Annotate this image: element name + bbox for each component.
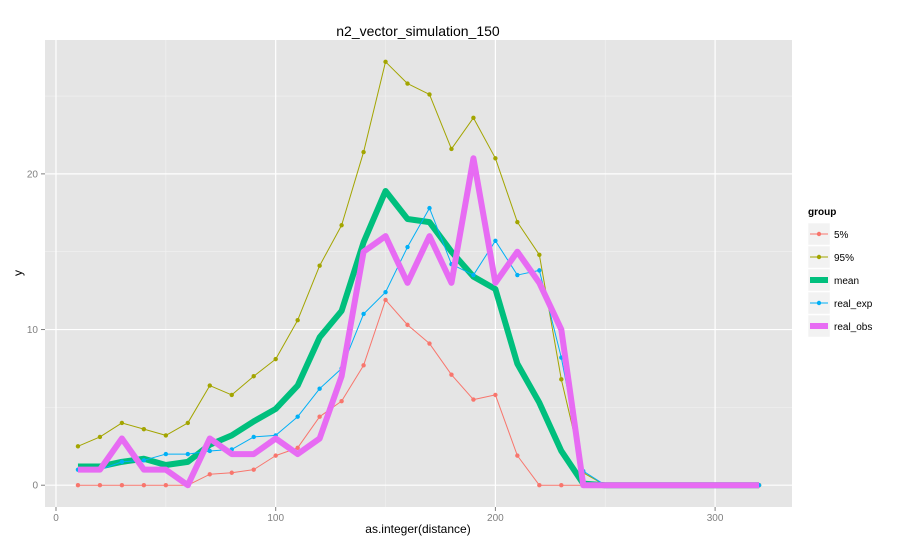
data-point-95-	[427, 92, 432, 97]
data-point-5-	[405, 322, 410, 328]
data-point-5-	[295, 445, 300, 451]
data-point-real-exp	[207, 448, 212, 454]
data-point-5-	[537, 483, 542, 488]
legend-label-mean: mean	[834, 276, 859, 287]
plot-background	[45, 40, 792, 507]
y-tick-label: 0	[32, 481, 38, 492]
data-point-5-	[141, 483, 147, 488]
data-point-95-	[559, 377, 564, 382]
data-point-5-	[515, 453, 520, 458]
y-tick-label: 20	[27, 169, 39, 180]
data-point-real-exp	[185, 451, 191, 457]
data-point-95-	[251, 374, 256, 379]
data-point-real-exp	[405, 244, 410, 250]
data-point-real-exp	[317, 386, 322, 391]
x-tick-label: 0	[53, 513, 59, 524]
data-point-95-	[537, 252, 542, 258]
legend-label-5-: 5%	[834, 230, 849, 241]
data-point-95-	[471, 115, 476, 121]
data-point-5-	[163, 483, 169, 488]
series-line-real-obs	[77, 155, 760, 489]
data-point-95-	[97, 434, 103, 440]
data-point-5-	[97, 483, 103, 488]
data-point-95-	[185, 420, 191, 426]
data-point-5-	[449, 372, 454, 377]
data-point-real-exp	[141, 458, 147, 463]
legend-item-mean: mean	[807, 268, 859, 292]
data-point-95-	[317, 263, 322, 268]
legend-item-95-: 95%	[807, 245, 854, 269]
data-point-real-exp	[295, 414, 300, 419]
legend-label-real-exp: real_exp	[834, 299, 873, 310]
data-point-95-	[163, 433, 169, 438]
data-point-5-	[339, 398, 344, 404]
data-point-real-exp	[537, 268, 542, 273]
x-tick-label: 200	[487, 513, 504, 524]
chart-title: n2_vector_simulation_150	[336, 23, 500, 39]
data-point-95-	[383, 59, 388, 64]
legend-item-5-: 5%	[807, 222, 849, 246]
data-point-5-	[427, 341, 432, 346]
data-point-real-exp	[251, 434, 256, 440]
minor-grid	[45, 40, 792, 507]
data-point-95-	[273, 356, 278, 362]
y-axis: 0 10 20	[27, 169, 45, 492]
x-axis: 0 100 200 300	[53, 507, 724, 524]
data-point-5-	[493, 392, 498, 398]
data-point-95-	[339, 223, 344, 228]
y-axis-title: y	[11, 270, 25, 276]
data-point-95-	[515, 219, 520, 225]
data-point-real-exp	[471, 272, 476, 278]
legend-point-95-	[816, 254, 822, 260]
data-point-5-	[207, 472, 212, 477]
data-point-5-	[383, 297, 388, 303]
data-point-real-exp	[427, 205, 432, 211]
data-point-95-	[119, 420, 125, 426]
data-point-5-	[251, 467, 256, 472]
legend-title: group	[808, 207, 836, 218]
y-tick-label: 10	[27, 325, 39, 336]
data-point-real-exp	[493, 238, 498, 244]
legend-item-real-obs: real_obs	[807, 314, 872, 338]
legend-label-real-obs: real_obs	[834, 322, 872, 333]
data-point-real-exp	[163, 451, 169, 457]
data-point-5-	[317, 414, 322, 419]
x-tick-label: 100	[267, 513, 284, 524]
data-point-5-	[471, 397, 476, 402]
data-point-95-	[75, 444, 81, 449]
data-point-95-	[229, 392, 234, 398]
legend-point-real-exp	[816, 300, 822, 306]
x-tick-label: 300	[707, 513, 724, 524]
data-point-95-	[141, 426, 147, 432]
legend: group 5% 95% mean real_exp real_obs	[807, 207, 873, 338]
data-point-95-	[295, 318, 300, 323]
legend-label-95-: 95%	[834, 253, 854, 264]
data-point-95-	[207, 383, 212, 388]
data-point-95-	[405, 81, 410, 86]
data-point-5-	[361, 363, 366, 368]
data-point-95-	[449, 146, 454, 152]
data-point-real-exp	[515, 272, 520, 278]
legend-point-5-	[816, 231, 822, 237]
data-point-5-	[559, 483, 564, 488]
data-point-5-	[273, 453, 278, 458]
data-point-real-exp	[383, 289, 388, 295]
data-point-5-	[119, 483, 125, 488]
data-point-5-	[229, 470, 234, 475]
data-point-5-	[75, 483, 81, 488]
data-point-95-	[361, 149, 366, 155]
legend-item-real-exp: real_exp	[807, 291, 873, 315]
data-point-real-exp	[119, 459, 125, 465]
series-layer	[75, 59, 762, 489]
data-point-real-exp	[361, 311, 366, 317]
x-axis-title: as.integer(distance)	[365, 522, 470, 536]
data-point-95-	[493, 156, 498, 161]
